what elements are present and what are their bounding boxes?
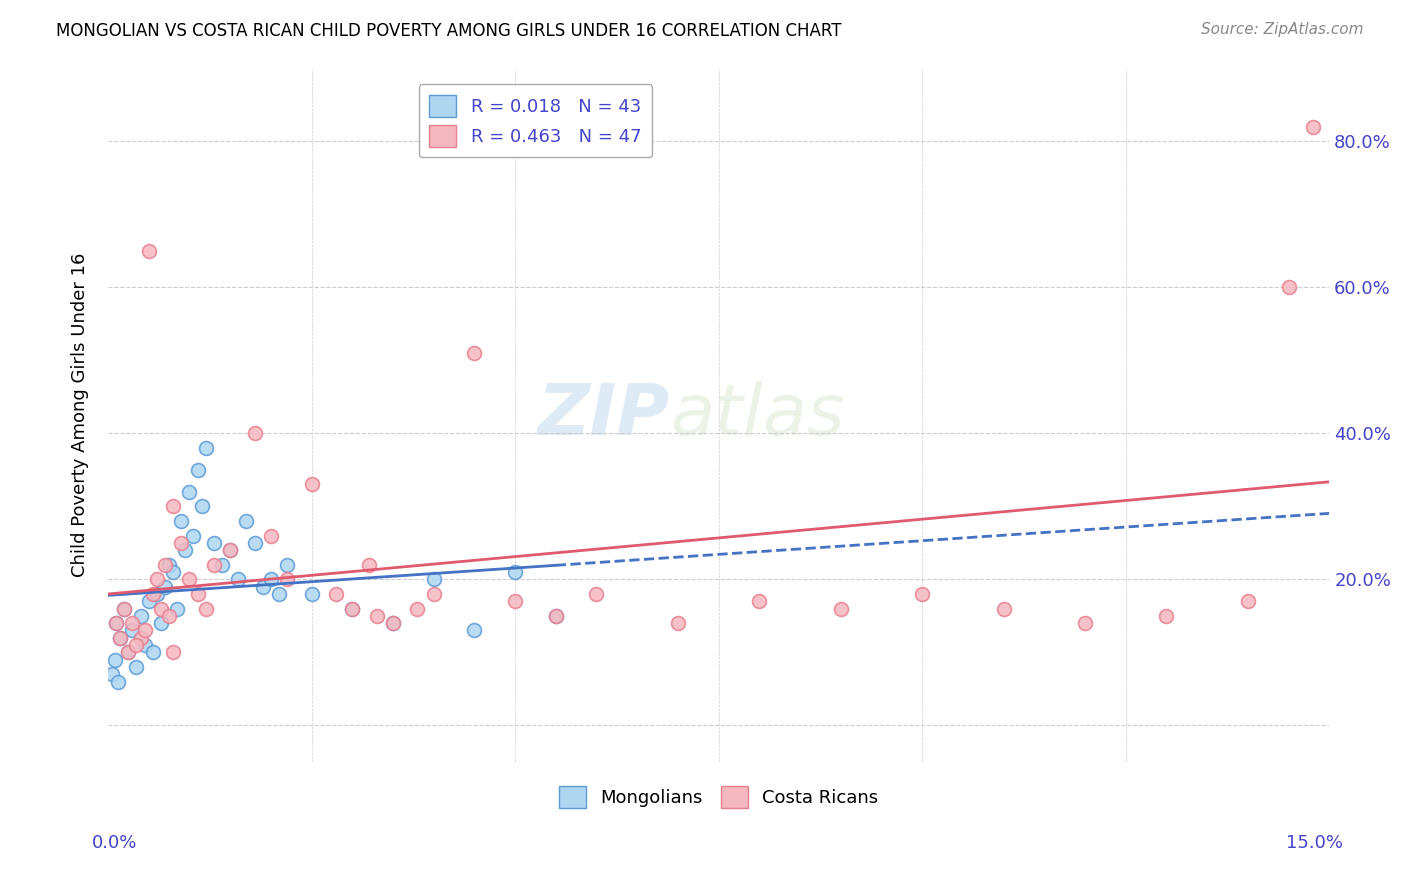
Point — [138, 244, 160, 258]
Point — [153, 580, 176, 594]
Point — [170, 536, 193, 550]
Legend: Mongolians, Costa Ricans: Mongolians, Costa Ricans — [551, 779, 886, 815]
Point — [146, 572, 169, 586]
Point — [301, 587, 323, 601]
Point — [142, 587, 165, 601]
Point — [422, 572, 444, 586]
Point — [166, 601, 188, 615]
Point — [142, 645, 165, 659]
Point — [301, 477, 323, 491]
Point — [219, 543, 242, 558]
Point — [252, 580, 274, 594]
Point — [1237, 594, 1260, 608]
Point — [267, 587, 290, 601]
Point — [162, 645, 184, 659]
Point — [179, 484, 201, 499]
Point — [149, 601, 172, 615]
Point — [202, 536, 225, 550]
Point — [138, 594, 160, 608]
Point — [993, 601, 1015, 615]
Point — [325, 587, 347, 601]
Text: 15.0%: 15.0% — [1285, 834, 1343, 852]
Text: Source: ZipAtlas.com: Source: ZipAtlas.com — [1201, 22, 1364, 37]
Point — [157, 608, 180, 623]
Text: 0.0%: 0.0% — [91, 834, 136, 852]
Point — [121, 624, 143, 638]
Point — [129, 631, 152, 645]
Point — [342, 601, 364, 615]
Point — [463, 624, 485, 638]
Point — [117, 645, 139, 659]
Point — [103, 652, 125, 666]
Point — [422, 587, 444, 601]
Point — [112, 601, 135, 615]
Point — [170, 514, 193, 528]
Point — [1156, 608, 1178, 623]
Point — [381, 616, 404, 631]
Point — [134, 638, 156, 652]
Point — [157, 558, 180, 572]
Point — [276, 572, 298, 586]
Point — [544, 608, 567, 623]
Point — [243, 536, 266, 550]
Point — [146, 587, 169, 601]
Point — [121, 616, 143, 631]
Point — [129, 608, 152, 623]
Point — [503, 594, 526, 608]
Point — [585, 587, 607, 601]
Point — [149, 616, 172, 631]
Point — [911, 587, 934, 601]
Point — [108, 631, 131, 645]
Point — [125, 638, 148, 652]
Point — [342, 601, 364, 615]
Point — [153, 558, 176, 572]
Point — [381, 616, 404, 631]
Point — [105, 616, 128, 631]
Point — [107, 674, 129, 689]
Text: ZIP: ZIP — [537, 381, 669, 450]
Point — [260, 572, 283, 586]
Point — [134, 624, 156, 638]
Point — [211, 558, 233, 572]
Point — [202, 558, 225, 572]
Point — [1074, 616, 1097, 631]
Text: atlas: atlas — [669, 381, 845, 450]
Point — [101, 667, 124, 681]
Point — [174, 543, 197, 558]
Point — [463, 346, 485, 360]
Point — [235, 514, 257, 528]
Point — [357, 558, 380, 572]
Point — [190, 500, 212, 514]
Point — [108, 631, 131, 645]
Point — [194, 441, 217, 455]
Point — [503, 565, 526, 579]
Point — [187, 463, 209, 477]
Point — [544, 608, 567, 623]
Point — [162, 500, 184, 514]
Point — [125, 660, 148, 674]
Point — [194, 601, 217, 615]
Y-axis label: Child Poverty Among Girls Under 16: Child Poverty Among Girls Under 16 — [72, 253, 89, 577]
Point — [748, 594, 770, 608]
Point — [276, 558, 298, 572]
Point — [1302, 120, 1324, 134]
Point — [117, 645, 139, 659]
Point — [162, 565, 184, 579]
Point — [183, 528, 205, 542]
Point — [1277, 280, 1299, 294]
Point — [112, 601, 135, 615]
Point — [226, 572, 249, 586]
Point — [830, 601, 852, 615]
Point — [666, 616, 689, 631]
Point — [187, 587, 209, 601]
Text: MONGOLIAN VS COSTA RICAN CHILD POVERTY AMONG GIRLS UNDER 16 CORRELATION CHART: MONGOLIAN VS COSTA RICAN CHILD POVERTY A… — [56, 22, 842, 40]
Point — [219, 543, 242, 558]
Point — [260, 528, 283, 542]
Point — [406, 601, 429, 615]
Point — [366, 608, 388, 623]
Point — [179, 572, 201, 586]
Point — [105, 616, 128, 631]
Point — [243, 426, 266, 441]
